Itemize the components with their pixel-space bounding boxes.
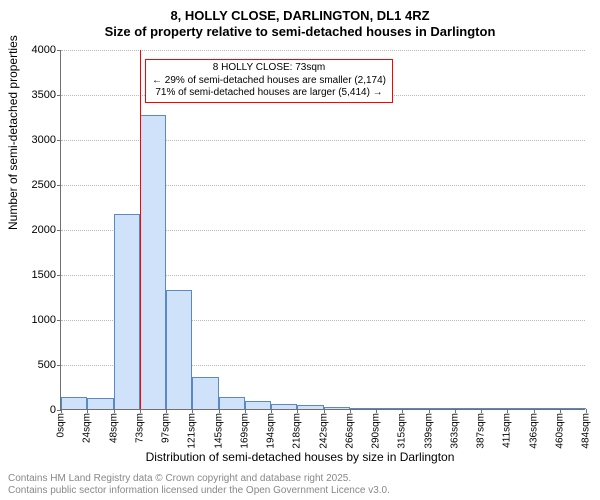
xtick-label: 460sqm (554, 413, 565, 449)
ytick-label: 1000 (32, 314, 56, 326)
ytick-mark (57, 230, 61, 231)
histogram-bar (166, 290, 192, 409)
xtick-label: 387sqm (476, 413, 487, 449)
histogram-bar (192, 377, 218, 409)
histogram-bar (61, 397, 87, 409)
xtick-label: 73sqm (134, 413, 145, 443)
histogram-bar (245, 401, 271, 409)
histogram-bar (481, 408, 507, 409)
xtick-label: 315sqm (397, 413, 408, 449)
histogram-bar (87, 398, 113, 409)
xtick-label: 169sqm (239, 413, 250, 449)
xtick-label: 194sqm (266, 413, 277, 449)
ytick-mark (57, 275, 61, 276)
xtick-label: 24sqm (82, 413, 93, 443)
chart-title-line1: 8, HOLLY CLOSE, DARLINGTON, DL1 4RZ (0, 8, 600, 23)
xtick-label: 145sqm (213, 413, 224, 449)
ytick-mark (57, 185, 61, 186)
chart-title-line2: Size of property relative to semi-detach… (0, 24, 600, 39)
ytick-mark (57, 140, 61, 141)
xtick-label: 290sqm (371, 413, 382, 449)
xtick-label: 242sqm (318, 413, 329, 449)
histogram-bar (376, 408, 402, 409)
ytick-label: 4000 (32, 44, 56, 56)
histogram-bar (297, 405, 323, 409)
ytick-label: 2000 (32, 224, 56, 236)
highlight-line (140, 50, 141, 409)
ytick-mark (57, 320, 61, 321)
ytick-label: 3500 (32, 89, 56, 101)
annotation-box: 8 HOLLY CLOSE: 73sqm← 29% of semi-detach… (145, 59, 393, 103)
xtick-label: 436sqm (528, 413, 539, 449)
ytick-mark (57, 365, 61, 366)
histogram-bar (402, 408, 428, 409)
xtick-label: 218sqm (292, 413, 303, 449)
histogram-bar (534, 408, 560, 409)
xtick-label: 339sqm (423, 413, 434, 449)
chart-container: 8, HOLLY CLOSE, DARLINGTON, DL1 4RZ Size… (0, 0, 600, 500)
annotation-line2: ← 29% of semi-detached houses are smalle… (152, 75, 386, 88)
plot-area: 050010001500200025003000350040000sqm24sq… (60, 50, 585, 410)
annotation-line1: 8 HOLLY CLOSE: 73sqm (152, 62, 386, 75)
histogram-bar (507, 408, 533, 409)
ytick-label: 500 (38, 359, 56, 371)
xtick-label: 48sqm (108, 413, 119, 443)
xtick-label: 363sqm (449, 413, 460, 449)
xtick-label: 97sqm (161, 413, 172, 443)
histogram-bar (219, 397, 245, 409)
histogram-bar (455, 408, 481, 409)
histogram-bar (350, 408, 376, 409)
histogram-bar (140, 115, 166, 409)
xtick-label: 484sqm (581, 413, 592, 449)
annotation-line3: 71% of semi-detached houses are larger (… (152, 87, 386, 100)
ytick-label: 2500 (32, 179, 56, 191)
histogram-bar (560, 408, 586, 409)
histogram-bar (114, 214, 140, 409)
xtick-label: 0sqm (56, 413, 67, 437)
ytick-label: 1500 (32, 269, 56, 281)
xtick-label: 266sqm (344, 413, 355, 449)
x-axis-label: Distribution of semi-detached houses by … (0, 450, 600, 464)
histogram-bar (429, 408, 455, 409)
xtick-label: 411sqm (502, 413, 513, 448)
y-axis-label: Number of semi-detached properties (6, 35, 20, 230)
histogram-bar (271, 404, 297, 409)
ytick-label: 3000 (32, 134, 56, 146)
xtick-label: 121sqm (187, 413, 198, 449)
histogram-bar (324, 407, 350, 409)
footer-text-1: Contains HM Land Registry data © Crown c… (8, 473, 351, 484)
footer-text-2: Contains public sector information licen… (8, 485, 390, 496)
ytick-mark (57, 95, 61, 96)
ytick-mark (57, 50, 61, 51)
